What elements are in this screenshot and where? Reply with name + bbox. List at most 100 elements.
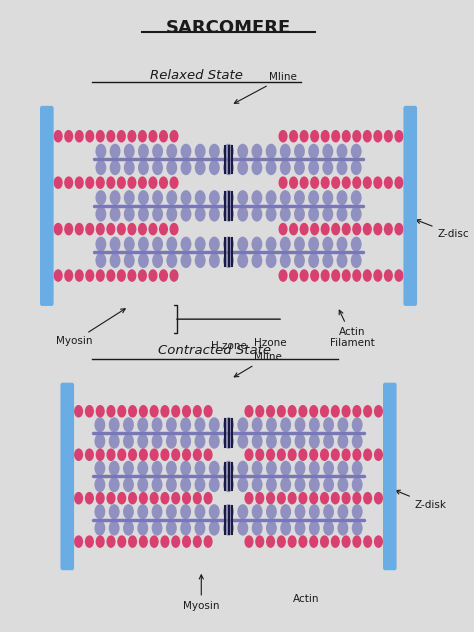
Circle shape xyxy=(245,535,254,548)
Circle shape xyxy=(95,190,106,205)
Circle shape xyxy=(331,492,340,504)
Circle shape xyxy=(160,449,170,461)
Circle shape xyxy=(331,176,340,189)
Circle shape xyxy=(54,223,63,235)
Circle shape xyxy=(237,504,248,520)
Circle shape xyxy=(139,405,148,418)
Circle shape xyxy=(265,143,276,159)
Circle shape xyxy=(166,253,177,268)
Circle shape xyxy=(107,535,116,548)
Circle shape xyxy=(203,405,213,418)
Circle shape xyxy=(352,405,361,418)
Circle shape xyxy=(117,405,126,418)
Circle shape xyxy=(181,190,191,205)
Circle shape xyxy=(252,521,263,536)
Circle shape xyxy=(109,253,120,268)
Circle shape xyxy=(352,176,361,189)
Text: Actin: Actin xyxy=(292,594,319,604)
Circle shape xyxy=(266,461,277,476)
Circle shape xyxy=(323,434,334,449)
Circle shape xyxy=(54,130,63,142)
Circle shape xyxy=(124,190,135,205)
Circle shape xyxy=(352,269,361,282)
Circle shape xyxy=(394,176,403,189)
Circle shape xyxy=(117,535,126,548)
Circle shape xyxy=(109,521,119,536)
Circle shape xyxy=(310,269,319,282)
Circle shape xyxy=(139,492,148,504)
Circle shape xyxy=(75,176,84,189)
Circle shape xyxy=(289,223,298,235)
Circle shape xyxy=(342,130,351,142)
Circle shape xyxy=(322,160,333,175)
Text: Actin
Filament: Actin Filament xyxy=(330,310,374,348)
Circle shape xyxy=(195,236,206,252)
Circle shape xyxy=(124,236,135,252)
Circle shape xyxy=(152,143,163,159)
Circle shape xyxy=(137,461,148,476)
Circle shape xyxy=(252,417,263,432)
Circle shape xyxy=(237,190,248,205)
Circle shape xyxy=(209,207,220,222)
Circle shape xyxy=(351,143,362,159)
Circle shape xyxy=(323,461,334,476)
Circle shape xyxy=(237,434,248,449)
Circle shape xyxy=(160,405,170,418)
Circle shape xyxy=(75,269,84,282)
Circle shape xyxy=(374,405,383,418)
Circle shape xyxy=(320,223,330,235)
Circle shape xyxy=(342,535,351,548)
Circle shape xyxy=(194,434,205,449)
Circle shape xyxy=(352,521,363,536)
Circle shape xyxy=(337,143,347,159)
Circle shape xyxy=(394,130,403,142)
Circle shape xyxy=(279,223,288,235)
Circle shape xyxy=(152,253,163,268)
Circle shape xyxy=(209,521,219,536)
Circle shape xyxy=(289,176,298,189)
Circle shape xyxy=(180,461,191,476)
Circle shape xyxy=(384,176,393,189)
Circle shape xyxy=(266,504,277,520)
Text: Hzone: Hzone xyxy=(254,338,286,348)
Circle shape xyxy=(322,190,333,205)
Circle shape xyxy=(265,160,276,175)
Circle shape xyxy=(152,461,163,476)
Circle shape xyxy=(94,504,105,520)
Circle shape xyxy=(148,269,157,282)
Circle shape xyxy=(194,477,205,492)
Circle shape xyxy=(374,176,383,189)
Circle shape xyxy=(85,535,94,548)
Circle shape xyxy=(300,223,309,235)
Circle shape xyxy=(106,223,115,235)
Circle shape xyxy=(277,449,286,461)
Circle shape xyxy=(64,223,73,235)
Circle shape xyxy=(180,521,191,536)
Circle shape xyxy=(363,492,372,504)
Circle shape xyxy=(280,236,291,252)
Circle shape xyxy=(138,160,149,175)
Circle shape xyxy=(138,130,147,142)
Circle shape xyxy=(138,207,149,222)
Circle shape xyxy=(352,130,361,142)
Circle shape xyxy=(150,449,159,461)
Circle shape xyxy=(352,535,361,548)
Circle shape xyxy=(280,477,291,492)
Circle shape xyxy=(255,449,264,461)
Circle shape xyxy=(117,492,126,504)
Circle shape xyxy=(150,405,159,418)
Circle shape xyxy=(137,504,148,520)
Circle shape xyxy=(223,190,234,205)
Circle shape xyxy=(320,405,329,418)
Circle shape xyxy=(363,449,372,461)
Circle shape xyxy=(193,405,202,418)
Circle shape xyxy=(123,461,134,476)
Circle shape xyxy=(294,143,305,159)
Circle shape xyxy=(310,223,319,235)
Circle shape xyxy=(309,535,318,548)
Circle shape xyxy=(128,130,137,142)
Circle shape xyxy=(342,176,351,189)
Circle shape xyxy=(309,504,320,520)
Circle shape xyxy=(308,160,319,175)
Circle shape xyxy=(363,269,372,282)
